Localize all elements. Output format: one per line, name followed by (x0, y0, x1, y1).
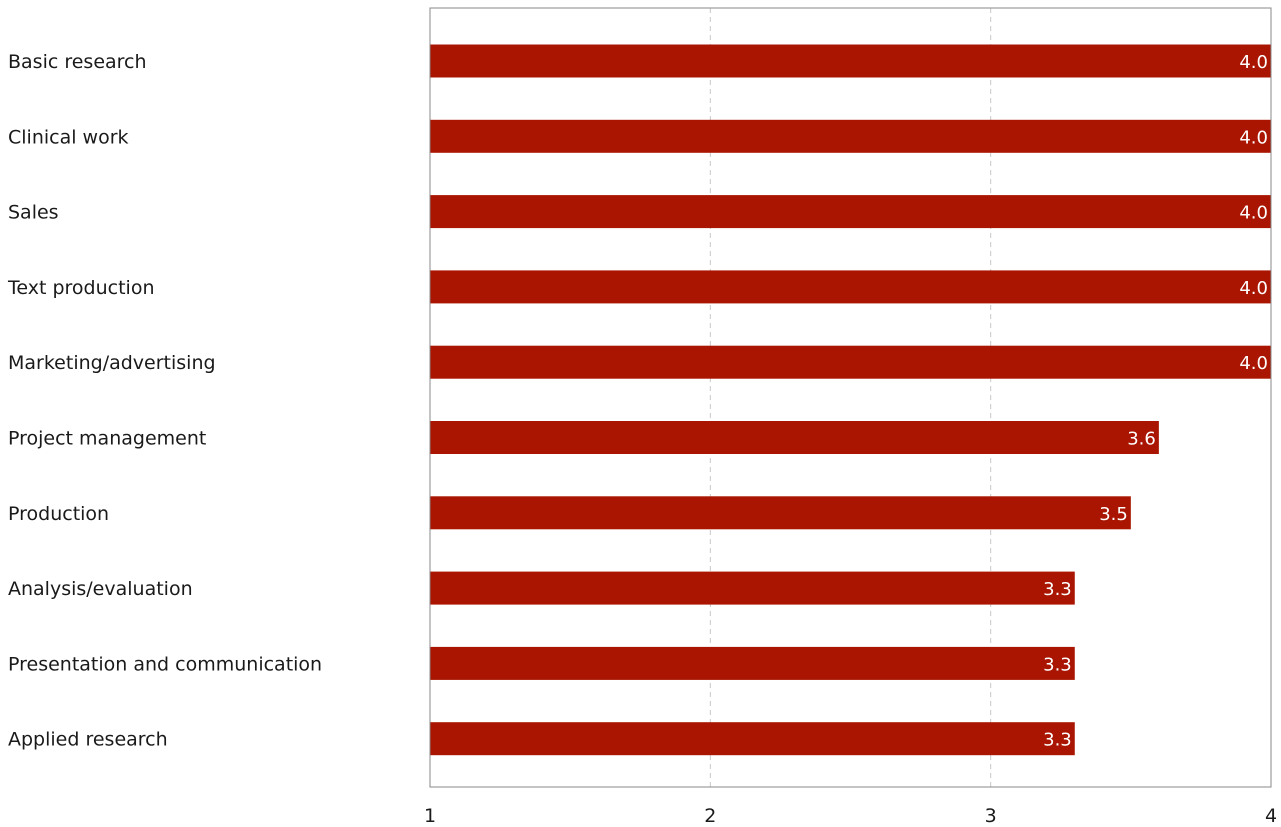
category-label: Project management (8, 428, 206, 450)
x-tick-label: 2 (704, 805, 716, 827)
bar-value-label: 3.6 (1127, 429, 1156, 450)
category-label: Production (8, 503, 109, 525)
bar-value-label: 4.0 (1239, 127, 1268, 148)
bar (430, 646, 1075, 680)
bar (430, 345, 1271, 379)
category-label: Presentation and communication (8, 653, 322, 675)
bar-value-label: 4.0 (1239, 203, 1268, 224)
bar (430, 496, 1131, 530)
category-label: Applied research (8, 729, 168, 751)
bar (430, 119, 1271, 153)
category-label: Text production (7, 277, 155, 299)
bar (430, 421, 1159, 454)
plot-frame (429, 7, 1272, 788)
bar (430, 44, 1271, 78)
bar-value-label: 3.3 (1043, 730, 1072, 751)
bar (430, 571, 1075, 605)
category-label: Marketing/advertising (8, 352, 216, 374)
bar-value-label: 4.0 (1239, 353, 1268, 374)
bar-value-label: 3.3 (1043, 654, 1072, 675)
bar-value-label: 3.5 (1099, 504, 1128, 525)
category-label: Sales (8, 202, 59, 224)
category-label: Analysis/evaluation (8, 578, 193, 600)
bar (430, 270, 1271, 304)
x-tick-label: 3 (985, 805, 997, 827)
x-tick-label: 4 (1265, 805, 1277, 827)
bar-value-label: 4.0 (1239, 278, 1268, 299)
x-axis-ticks: 1 2 3 4 (424, 805, 1277, 827)
bar (430, 195, 1271, 229)
bar (430, 722, 1075, 756)
bar-value-label: 3.3 (1043, 579, 1072, 600)
value-labels: 4.0 4.0 4.0 4.0 4.0 3.6 3.5 3.3 3.3 3.3 (1043, 52, 1268, 751)
category-label: Clinical work (8, 126, 129, 148)
bar-value-label: 4.0 (1239, 52, 1268, 73)
category-label: Basic research (8, 51, 147, 73)
bars (430, 44, 1271, 756)
x-tick-label: 1 (424, 805, 436, 827)
category-labels: Basic research Clinical work Sales Text pro… (7, 51, 322, 751)
